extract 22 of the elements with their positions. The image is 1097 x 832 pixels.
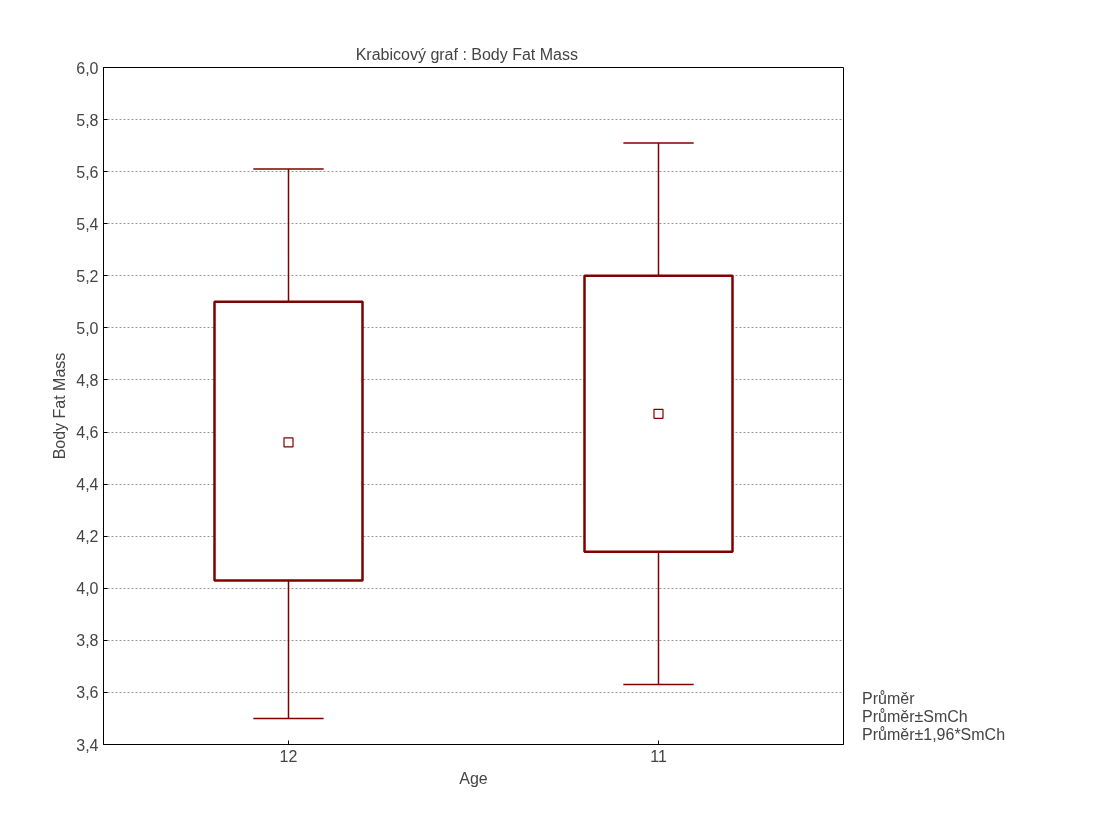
y-tick-label: 4,6 bbox=[76, 424, 99, 442]
y-tick-label: 4,8 bbox=[76, 371, 99, 389]
y-tick-label: 3,6 bbox=[76, 684, 99, 702]
y-tick-label: 4,0 bbox=[76, 580, 99, 598]
y-tick-label: 5,6 bbox=[76, 163, 99, 181]
y-tick-label: 5,8 bbox=[76, 111, 99, 129]
y-tick-label: 6,0 bbox=[76, 59, 99, 77]
x-axis-title: Age bbox=[459, 769, 488, 787]
x-tick-label: 11 bbox=[650, 747, 667, 765]
y-tick-label: 4,2 bbox=[76, 528, 99, 546]
y-tick-label: 3,4 bbox=[76, 736, 99, 754]
text: Průměr±SmCh bbox=[862, 708, 968, 726]
x-tick-label: 12 bbox=[279, 747, 298, 765]
y-tick-label: 4,4 bbox=[76, 476, 99, 494]
y-tick-label: 5,4 bbox=[76, 215, 99, 233]
text: Průměr bbox=[862, 690, 915, 708]
y-tick-label: 5,0 bbox=[76, 319, 99, 337]
y-tick-label: 3,8 bbox=[76, 632, 99, 650]
chart-title: Krabicový graf : Body Fat Mass bbox=[355, 45, 578, 63]
y-tick-label: 5,2 bbox=[76, 267, 99, 285]
text: Průměr±1,96*SmCh bbox=[862, 726, 1006, 744]
y-axis-title: Body Fat Mass bbox=[51, 352, 69, 460]
